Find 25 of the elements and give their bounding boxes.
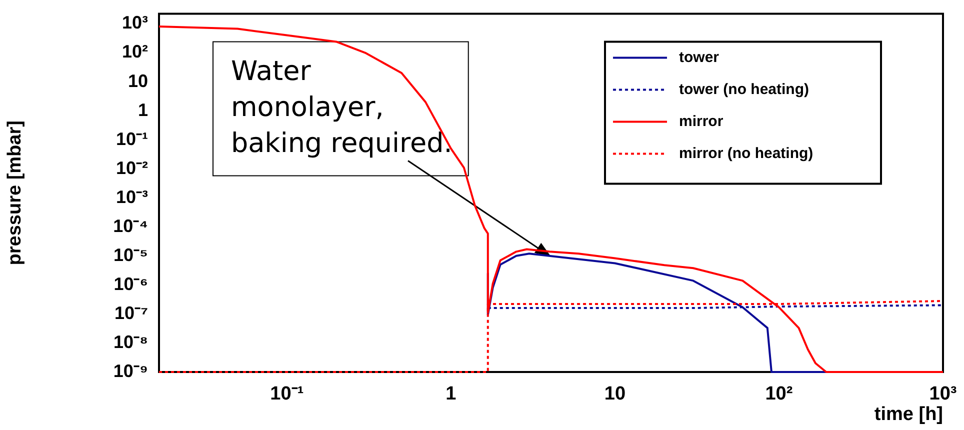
- y-tick-label: 10⁻⁹: [113, 360, 148, 381]
- legend-label: tower (no heating): [679, 80, 809, 98]
- y-tick-label: 10³: [122, 12, 148, 33]
- y-tick-label: 10⁻⁵: [114, 244, 148, 265]
- y-tick-label: 1: [138, 100, 148, 120]
- y-tick-label: 10⁻³: [116, 186, 148, 207]
- y-tick-label: 10⁻²: [116, 158, 148, 178]
- x-tick-label: 10²: [765, 384, 793, 405]
- x-tick-label: 1: [446, 384, 457, 405]
- legend-label: mirror: [679, 112, 724, 130]
- y-tick-label: 10⁻⁶: [114, 274, 148, 294]
- legend-label: tower: [679, 48, 720, 66]
- y-axis-title: pressure [mbar]: [4, 120, 26, 266]
- y-tick-label: 10⁻¹: [116, 128, 148, 149]
- y-tick-label: 10⁻⁴: [113, 216, 148, 236]
- x-tick-label: 10³: [929, 384, 957, 405]
- x-tick-label: 10⁻¹: [270, 384, 304, 405]
- x-axis-title: time [h]: [874, 404, 943, 425]
- y-tick-label: 10: [128, 70, 148, 91]
- y-tick-label: 10²: [122, 42, 148, 62]
- x-tick-label: 10: [604, 384, 626, 405]
- y-tick-label: 10⁻⁷: [114, 302, 148, 323]
- legend-label: mirror (no heating): [679, 144, 814, 162]
- annotation: Water monolayer, baking required.: [231, 56, 452, 159]
- y-tick-label: 10⁻⁸: [113, 332, 148, 352]
